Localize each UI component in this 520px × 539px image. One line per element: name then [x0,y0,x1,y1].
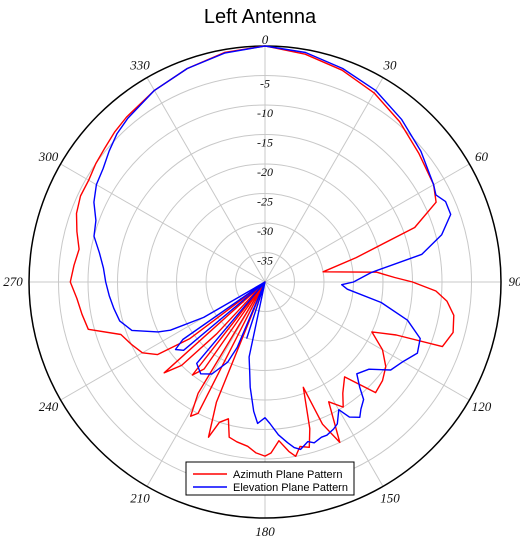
angle-tick-label: 150 [380,491,400,506]
radial-tick-label: -5 [260,77,270,91]
angle-tick-label: 180 [255,524,275,539]
grid-spoke [264,163,470,283]
angle-tick-label: 30 [383,57,398,72]
series-line-elevation [93,45,452,451]
angle-tick-label: 330 [129,57,150,72]
radial-tick-label: -20 [257,165,273,179]
angle-tick-label: 60 [475,149,489,164]
legend: Azimuth Plane Pattern Elevation Plane Pa… [185,461,355,496]
angle-tick-label: 0 [262,32,269,47]
radial-tick-label: -30 [257,224,273,238]
radial-tick-label: -15 [257,136,273,150]
angle-tick-label: 270 [3,274,23,289]
polar-grid [28,45,502,519]
grid-spoke [264,281,384,487]
grid-spoke [264,77,384,283]
angle-tick-label: 240 [39,399,59,414]
chart-title: Left Antenna [203,6,317,28]
legend-box [185,461,355,496]
series-layer [69,45,455,457]
radial-tick-label: -25 [257,195,273,209]
grid-spoke [146,77,266,283]
radial-tick-label: -10 [257,106,273,120]
series-line-azimuth [69,45,455,457]
angle-tick-label: 210 [130,491,150,506]
legend-label-elevation: Elevation Plane Pattern [233,482,348,494]
axis-labels: 0 30 60 90 120 150 180 210 240 270 300 330 -5 -10 -15 -… [3,32,520,539]
angle-tick-label: 120 [472,399,492,414]
radial-tick-label: -35 [257,254,273,268]
angle-tick-label: 300 [38,149,59,164]
grid-spoke [264,281,470,401]
grid-spoke [60,163,266,283]
angle-tick-label: 90 [509,274,520,289]
legend-label-azimuth: Azimuth Plane Pattern [233,469,342,481]
